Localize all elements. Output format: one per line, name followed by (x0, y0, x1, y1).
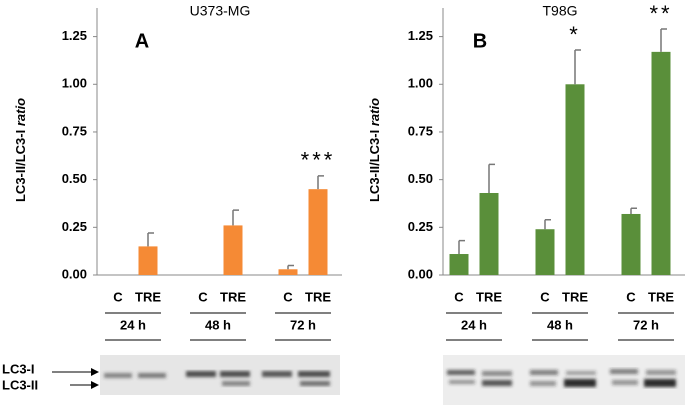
series-label: C (283, 289, 293, 304)
series-label: TRE (562, 289, 588, 304)
x-tick-label: 48 h (547, 317, 573, 332)
bar (535, 229, 555, 275)
y-tick-label: 1.00 (408, 76, 433, 91)
series-label: TRE (476, 289, 502, 304)
bar (621, 213, 641, 275)
y-tick-label: 1.00 (62, 76, 87, 91)
error-bar (660, 28, 667, 52)
y-tick-label: 0.75 (62, 123, 87, 138)
y-axis-label-italic: ratio (13, 98, 28, 126)
y-tick-label: 0.00 (62, 266, 87, 281)
panel-letter: A (135, 30, 149, 52)
y-tick-label: 0.50 (408, 171, 433, 186)
error-bar (630, 207, 637, 214)
error-bar (458, 239, 465, 255)
y-tick-label: 0.25 (62, 219, 87, 234)
y-axis-label: LC3-II/LC3-I ratio (367, 98, 382, 202)
error-bar (544, 218, 551, 230)
y-tick-label: 0.50 (62, 171, 87, 186)
x-tick-label: 48 h (205, 317, 231, 332)
series-label: C (454, 289, 464, 304)
y-axis-label-main: LC3-II/LC3-I (367, 130, 382, 202)
y-tick-label: 1.25 (62, 28, 87, 43)
bar (138, 246, 158, 275)
y-tick-label: 0.75 (408, 123, 433, 138)
blot-a (100, 355, 340, 395)
error-bar (574, 49, 581, 85)
error-bar (488, 163, 495, 193)
x-tick-label: 24 h (461, 317, 487, 332)
series-label: C (113, 289, 123, 304)
series-label: C (540, 289, 550, 304)
bar (565, 84, 585, 276)
y-tick-label: 0.00 (408, 266, 433, 281)
series-label: TRE (220, 289, 246, 304)
bar (651, 51, 671, 275)
series-label: TRE (305, 289, 331, 304)
y-tick-label: 0.25 (408, 219, 433, 234)
error-bar (147, 232, 154, 247)
y-axis-label-main: LC3-II/LC3-I (13, 130, 28, 202)
blot-b (443, 355, 685, 405)
series-label: TRE (135, 289, 161, 304)
significance: *** (301, 148, 336, 173)
series-label: C (626, 289, 636, 304)
x-tick-label: 72 h (290, 317, 316, 332)
blot-label: LC3-II (2, 377, 38, 392)
y-tick-label: 1.25 (408, 28, 433, 43)
series-label: C (198, 289, 208, 304)
bar (308, 189, 328, 275)
chart-title: T98G (542, 3, 577, 19)
significance: ** (649, 1, 672, 26)
panel-letter: B (473, 30, 487, 52)
x-tick-label: 72 h (633, 317, 659, 332)
bar (479, 192, 499, 275)
series-label: TRE (648, 289, 674, 304)
error-bar (232, 209, 239, 226)
chart-title: U373-MG (190, 3, 251, 19)
y-axis-label-italic: ratio (367, 98, 382, 126)
bar (223, 225, 243, 275)
error-bar (317, 175, 324, 190)
y-axis-label: LC3-II/LC3-I ratio (13, 98, 28, 202)
error-bar (287, 264, 294, 270)
bar (278, 269, 298, 275)
blot-label: LC3-I (2, 361, 35, 376)
significance: * (569, 22, 581, 47)
x-tick-label: 24 h (120, 317, 146, 332)
bar (449, 254, 469, 275)
